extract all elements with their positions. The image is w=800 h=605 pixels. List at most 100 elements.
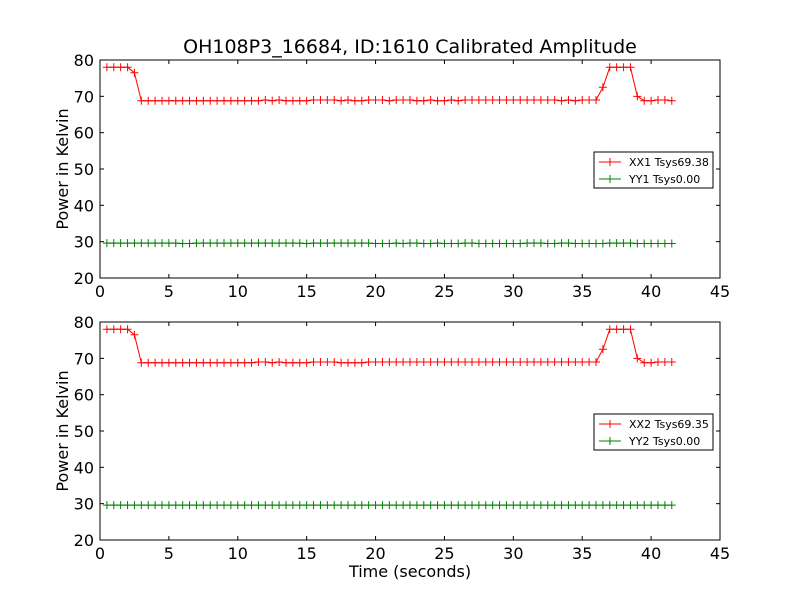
data-point-marker: [330, 358, 338, 366]
chart-title: OH108P3_16684, ID:1610 Calibrated Amplit…: [183, 36, 637, 58]
data-point-marker: [330, 96, 338, 104]
data-point-marker: [647, 97, 655, 105]
data-point-marker: [406, 358, 414, 366]
data-point-marker: [358, 501, 366, 509]
data-point-marker: [640, 97, 648, 105]
data-point-marker: [564, 358, 572, 366]
data-point-marker: [179, 239, 187, 247]
data-point-marker: [502, 501, 510, 509]
data-point-marker: [220, 501, 228, 509]
data-point-marker: [613, 63, 621, 71]
data-point-marker: [551, 358, 559, 366]
data-point-marker: [447, 358, 455, 366]
data-point-marker: [192, 97, 200, 105]
data-point-marker: [496, 358, 504, 366]
data-point-marker: [585, 501, 593, 509]
data-point-marker: [406, 239, 414, 247]
data-point-marker: [351, 501, 359, 509]
data-point-marker: [241, 501, 249, 509]
data-point-marker: [117, 63, 125, 71]
y-tick-label: 30: [74, 495, 94, 514]
data-point-marker: [620, 239, 628, 247]
x-tick-label: 15: [296, 544, 316, 563]
data-point-marker: [489, 96, 497, 104]
data-point-marker: [192, 501, 200, 509]
data-point-marker: [124, 239, 132, 247]
data-point-marker: [454, 239, 462, 247]
data-point-marker: [475, 501, 483, 509]
data-point-marker: [137, 239, 145, 247]
data-point-marker: [647, 239, 655, 247]
data-point-marker: [640, 359, 648, 367]
data-point-marker: [502, 96, 510, 104]
data-point-marker: [509, 96, 517, 104]
data-point-marker: [165, 97, 173, 105]
data-point-marker: [172, 501, 180, 509]
legend-entry-label: XX1 Tsys69.38: [629, 156, 709, 169]
data-point-marker: [413, 97, 421, 105]
data-point-marker: [434, 358, 442, 366]
data-point-marker: [523, 96, 531, 104]
x-tick-label: 35: [572, 544, 592, 563]
data-point-marker: [551, 239, 559, 247]
data-point-marker: [275, 96, 283, 104]
data-point-marker: [254, 239, 262, 247]
data-point-marker: [310, 96, 318, 104]
data-point-marker: [158, 359, 166, 367]
data-point-marker: [427, 501, 435, 509]
data-point-marker: [447, 501, 455, 509]
data-point-marker: [372, 501, 380, 509]
data-point-marker: [413, 358, 421, 366]
data-point-marker: [571, 97, 579, 105]
data-point-marker: [137, 501, 145, 509]
x-tick-label: 35: [572, 282, 592, 301]
data-point-marker: [440, 97, 448, 105]
data-point-marker: [303, 97, 311, 105]
data-point-marker: [633, 239, 641, 247]
data-point-marker: [241, 239, 249, 247]
y-tick-label: 70: [74, 349, 94, 368]
x-tick-label: 45: [710, 282, 730, 301]
data-point-marker: [124, 501, 132, 509]
data-point-marker: [261, 239, 269, 247]
data-point-marker: [640, 501, 648, 509]
data-point-marker: [626, 501, 634, 509]
data-point-marker: [110, 325, 118, 333]
data-point-marker: [420, 97, 428, 105]
data-point-marker: [358, 359, 366, 367]
data-point-marker: [158, 239, 166, 247]
data-point-marker: [213, 501, 221, 509]
data-point-marker: [282, 239, 290, 247]
data-point-marker: [482, 358, 490, 366]
x-tick-label: 20: [365, 544, 385, 563]
data-point-marker: [372, 96, 380, 104]
data-point-marker: [571, 239, 579, 247]
data-point-marker: [227, 501, 235, 509]
data-point-marker: [144, 359, 152, 367]
data-point-marker: [661, 96, 669, 104]
data-point-marker: [344, 239, 352, 247]
x-tick-label: 0: [95, 544, 105, 563]
data-point-marker: [254, 97, 262, 105]
y-tick-label: 20: [74, 269, 94, 288]
data-point-marker: [606, 239, 614, 247]
x-tick-label: 5: [164, 282, 174, 301]
data-point-marker: [654, 358, 662, 366]
series-line-xx2: [107, 329, 672, 362]
data-point-marker: [564, 239, 572, 247]
data-point-marker: [613, 239, 621, 247]
data-point-marker: [454, 97, 462, 105]
data-point-marker: [413, 501, 421, 509]
x-tick-label: 40: [641, 544, 661, 563]
data-point-marker: [564, 96, 572, 104]
data-point-marker: [351, 359, 359, 367]
data-point-marker: [523, 239, 531, 247]
data-point-marker: [234, 97, 242, 105]
data-point-marker: [558, 501, 566, 509]
data-point-marker: [427, 239, 435, 247]
data-point-marker: [578, 239, 586, 247]
data-point-marker: [213, 97, 221, 105]
data-point-marker: [475, 358, 483, 366]
data-point-marker: [179, 97, 187, 105]
data-point-marker: [530, 358, 538, 366]
